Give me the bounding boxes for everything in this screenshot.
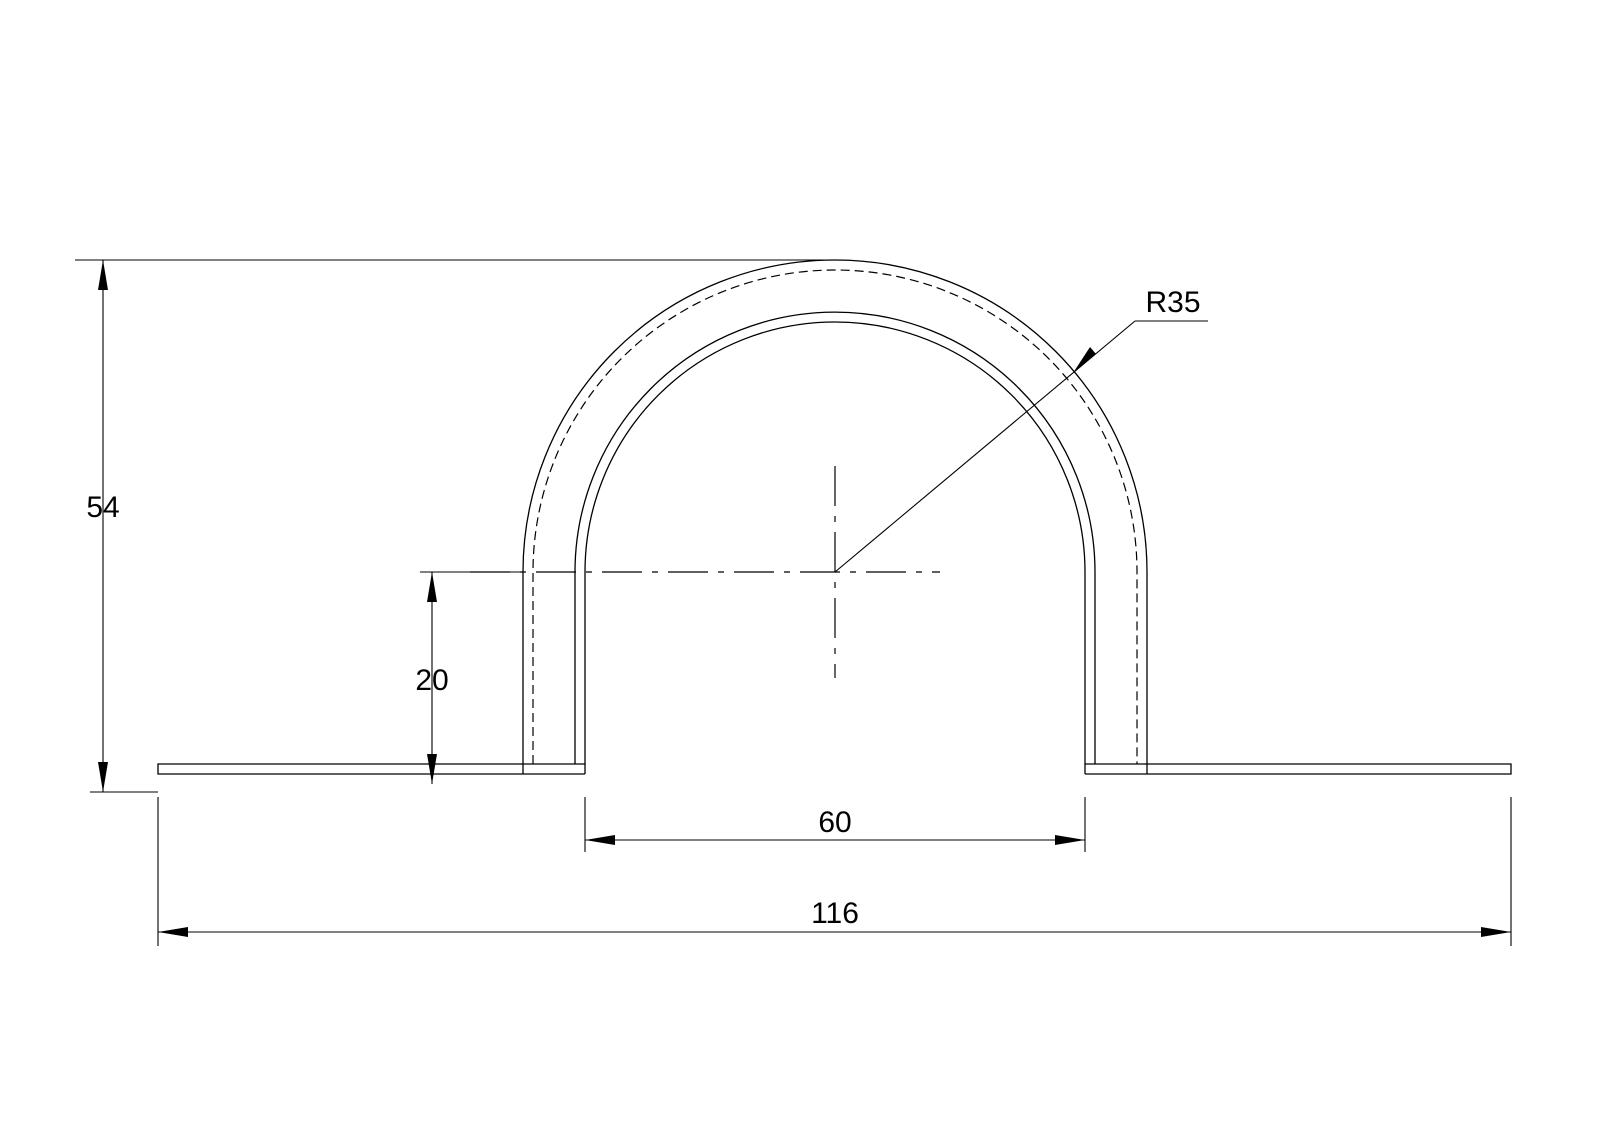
outer-wall-bottom [522, 764, 1148, 774]
outer-arch [522, 259, 1148, 764]
left-flange [157, 763, 586, 775]
inner-arch [584, 321, 1086, 764]
dim-inner-width: 60 [584, 797, 1086, 852]
dim-overall-width: 116 [157, 797, 1512, 946]
inner-offset-arch [574, 311, 1096, 764]
dim-overall-height: 54 [75, 259, 835, 793]
dim-label-r35: R35 [1145, 286, 1200, 319]
dim-label-54: 54 [86, 491, 119, 524]
dim-leg-height: 20 [415, 571, 523, 784]
dim-label-116: 116 [811, 897, 859, 930]
dim-label-60: 60 [818, 806, 851, 839]
center-lines [470, 466, 940, 678]
dim-radius: R35 [834, 286, 1208, 573]
dim-label-20: 20 [415, 664, 448, 697]
right-flange [1084, 763, 1512, 775]
hidden-line [532, 269, 1138, 764]
